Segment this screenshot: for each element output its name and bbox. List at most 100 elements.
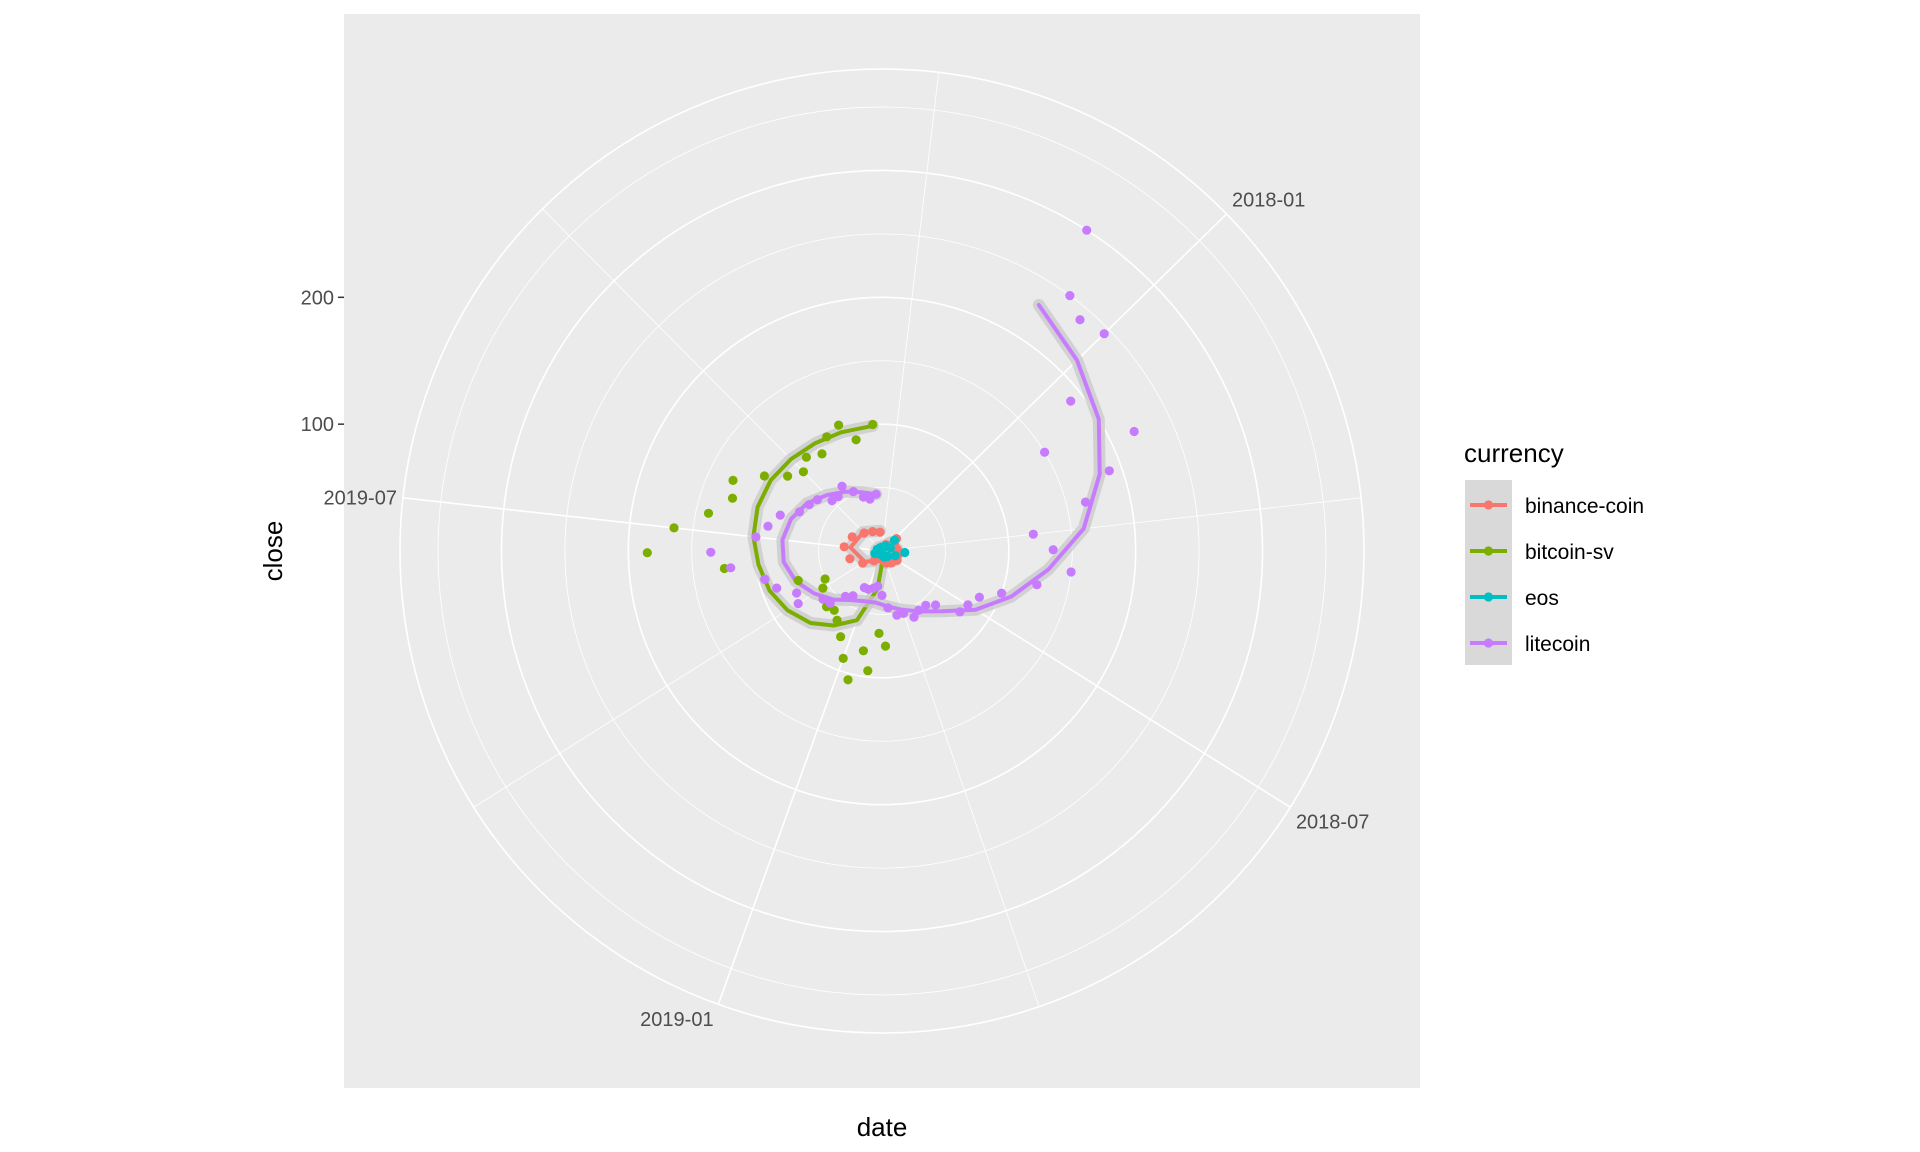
point-bitcoin-sv	[801, 452, 812, 462]
point-litecoin	[772, 583, 782, 593]
point-litecoin	[914, 605, 924, 616]
point-litecoin	[775, 510, 785, 520]
point-litecoin	[974, 592, 985, 602]
close-tick-label: 200	[301, 287, 334, 309]
grid-circle	[818, 487, 946, 615]
grid-spoke-major	[881, 213, 1228, 552]
point-bitcoin-sv	[798, 467, 809, 477]
date-tick-label: 2019-07	[324, 488, 397, 510]
point-eos	[885, 543, 896, 553]
legend-key-point-litecoin	[1483, 638, 1494, 648]
point-litecoin	[892, 610, 902, 620]
point-bitcoin-sv	[863, 666, 873, 676]
point-bitcoin-sv	[838, 653, 848, 664]
smooth-line-bitcoin-sv	[751, 423, 885, 628]
point-bitcoin-sv	[858, 646, 869, 656]
close-axis: 100 200	[301, 287, 344, 436]
grid-circle	[564, 233, 1200, 869]
point-litecoin	[848, 591, 858, 601]
point-litecoin	[706, 547, 716, 557]
point-bitcoin-sv	[793, 575, 803, 586]
point-litecoin	[871, 489, 881, 499]
legend-key-point-bitcoin-sv	[1483, 546, 1494, 556]
legend: currency binance-coin bitcoin-sv eos liteco…	[1464, 438, 1644, 665]
date-tick-label: 2019-01	[640, 1009, 713, 1031]
x-axis-title: date	[857, 1112, 908, 1142]
grid-circle	[399, 68, 1365, 1034]
point-bitcoin-sv	[642, 548, 652, 558]
point-litecoin	[763, 521, 773, 531]
point-bitcoin-sv	[843, 675, 853, 685]
point-litecoin	[859, 583, 870, 593]
legend-items: binance-coin bitcoin-sv eos litecoin	[1470, 495, 1644, 656]
point-binance-coin	[858, 558, 868, 568]
point-bitcoin-sv	[817, 449, 827, 459]
point-binance-coin	[859, 528, 869, 538]
point-litecoin	[760, 574, 770, 584]
polar-grid	[399, 68, 1365, 1034]
point-binance-coin	[875, 527, 885, 537]
legend-label-litecoin: litecoin	[1525, 633, 1590, 656]
point-litecoin	[1028, 529, 1038, 539]
legend-key-background	[1465, 480, 1512, 665]
point-bitcoin-sv	[836, 632, 846, 642]
point-litecoin	[837, 481, 847, 491]
data-points	[642, 225, 1139, 685]
legend-key-point-eos	[1483, 592, 1494, 602]
grid-spoke-major	[402, 496, 883, 552]
point-bitcoin-sv	[703, 508, 714, 518]
point-bitcoin-sv	[727, 493, 738, 503]
point-binance-coin	[868, 527, 878, 537]
point-litecoin	[1075, 315, 1085, 325]
smooth-line-litecoin	[780, 303, 1102, 614]
point-litecoin	[792, 588, 802, 598]
grid-circle	[437, 106, 1327, 996]
point-litecoin	[931, 600, 941, 610]
point-bitcoin-sv	[829, 605, 839, 615]
point-eos	[890, 551, 900, 561]
point-litecoin	[818, 594, 828, 604]
point-litecoin	[997, 588, 1007, 598]
point-bitcoin-sv	[832, 615, 842, 625]
point-litecoin	[883, 603, 893, 613]
point-litecoin	[1104, 466, 1114, 476]
point-bitcoin-sv	[818, 583, 828, 593]
point-litecoin	[794, 507, 805, 517]
point-litecoin	[825, 598, 835, 608]
grid-circle	[500, 169, 1264, 933]
grid-spoke-major	[881, 550, 1291, 808]
point-bitcoin-sv	[868, 419, 878, 430]
point-bitcoin-sv	[783, 471, 793, 481]
point-litecoin	[751, 532, 761, 542]
grid-spoke	[881, 550, 1040, 1007]
grid-spoke	[881, 72, 940, 552]
point-litecoin	[1048, 545, 1058, 555]
point-bitcoin-sv	[874, 628, 884, 639]
grid-spoke	[881, 497, 1362, 552]
point-eos	[889, 535, 900, 545]
point-eos	[877, 542, 887, 552]
legend-label-bitcoin-sv: bitcoin-sv	[1525, 541, 1614, 564]
point-bitcoin-sv	[834, 420, 844, 430]
point-binance-coin	[845, 554, 855, 564]
point-bitcoin-sv	[759, 471, 770, 481]
legend-key-point-binance-coin	[1483, 500, 1494, 510]
point-litecoin	[877, 590, 887, 601]
point-eos	[900, 547, 910, 558]
point-litecoin	[1065, 291, 1075, 301]
point-litecoin	[833, 492, 843, 502]
point-bitcoin-sv	[669, 523, 679, 533]
grid-circle	[627, 296, 1137, 806]
point-bitcoin-sv	[728, 475, 738, 485]
date-tick-label: 2018-01	[1232, 190, 1305, 212]
point-litecoin	[865, 494, 875, 504]
point-litecoin	[848, 487, 858, 497]
point-bitcoin-sv	[820, 574, 830, 584]
point-litecoin	[1082, 225, 1092, 235]
point-litecoin	[1066, 396, 1076, 406]
point-litecoin	[1129, 426, 1139, 437]
point-litecoin	[804, 500, 814, 510]
legend-title: currency	[1464, 438, 1564, 468]
point-bitcoin-sv	[880, 641, 891, 651]
point-litecoin	[955, 607, 965, 617]
